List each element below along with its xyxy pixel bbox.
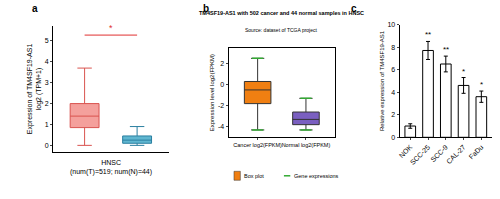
svg-text:**: ** [425, 30, 431, 39]
svg-text:3: 3 [45, 79, 49, 86]
svg-text:0: 0 [45, 142, 49, 149]
svg-text:2: 2 [391, 111, 395, 118]
svg-text:4: 4 [391, 89, 395, 96]
svg-text:5: 5 [45, 37, 49, 44]
svg-text:Gene expressions: Gene expressions [294, 173, 339, 179]
svg-text:-4: -4 [218, 123, 224, 130]
svg-text:Source: dataset of TCGA projec: Source: dataset of TCGA project [245, 27, 318, 33]
svg-text:NOK: NOK [398, 143, 414, 159]
svg-text:a: a [32, 3, 38, 14]
svg-text:Expression of TM4SF19-AS1log2: Expression of TM4SF19-AS1log2 (TPM+1) [26, 44, 43, 135]
svg-text:Expression level log2(FPKM): Expression level log2(FPKM) [209, 54, 215, 131]
svg-text:**: ** [443, 45, 449, 54]
svg-text:SCC-25: SCC-25 [409, 143, 432, 166]
svg-text:Normal log2(FPKM): Normal log2(FPKM) [282, 142, 331, 148]
svg-text:0: 0 [391, 134, 395, 141]
svg-text:8: 8 [391, 44, 395, 51]
svg-text:Relative expression of TM4SF19: Relative expression of TM4SF19-AS1 [379, 30, 385, 131]
svg-text:10: 10 [387, 21, 395, 28]
svg-text:TM4SF19-AS1 with 502 cancer an: TM4SF19-AS1 with 502 cancer and 44 norma… [199, 10, 364, 16]
svg-text:Box plot: Box plot [244, 173, 264, 179]
svg-text:c: c [351, 3, 357, 14]
svg-text:Cancer log2(FPKM): Cancer log2(FPKM) [233, 142, 282, 148]
svg-text:1: 1 [45, 121, 49, 128]
svg-text:6: 6 [391, 66, 395, 73]
svg-text:HNSC(num(T)=519; num(N)=44): HNSC(num(T)=519; num(N)=44) [70, 159, 152, 176]
svg-text:*: * [109, 23, 113, 33]
svg-text:2: 2 [45, 100, 49, 107]
svg-text:-2: -2 [218, 102, 224, 109]
svg-text:*: * [462, 67, 465, 76]
svg-text:0: 0 [220, 81, 224, 88]
svg-text:2: 2 [220, 60, 224, 67]
svg-text:CAL-27: CAL-27 [445, 143, 467, 165]
svg-text:SCC-9: SCC-9 [429, 143, 449, 163]
svg-text:*: * [480, 80, 483, 89]
svg-text:FaDu: FaDu [467, 143, 484, 160]
svg-text:b: b [203, 3, 209, 14]
svg-text:4: 4 [45, 58, 49, 65]
